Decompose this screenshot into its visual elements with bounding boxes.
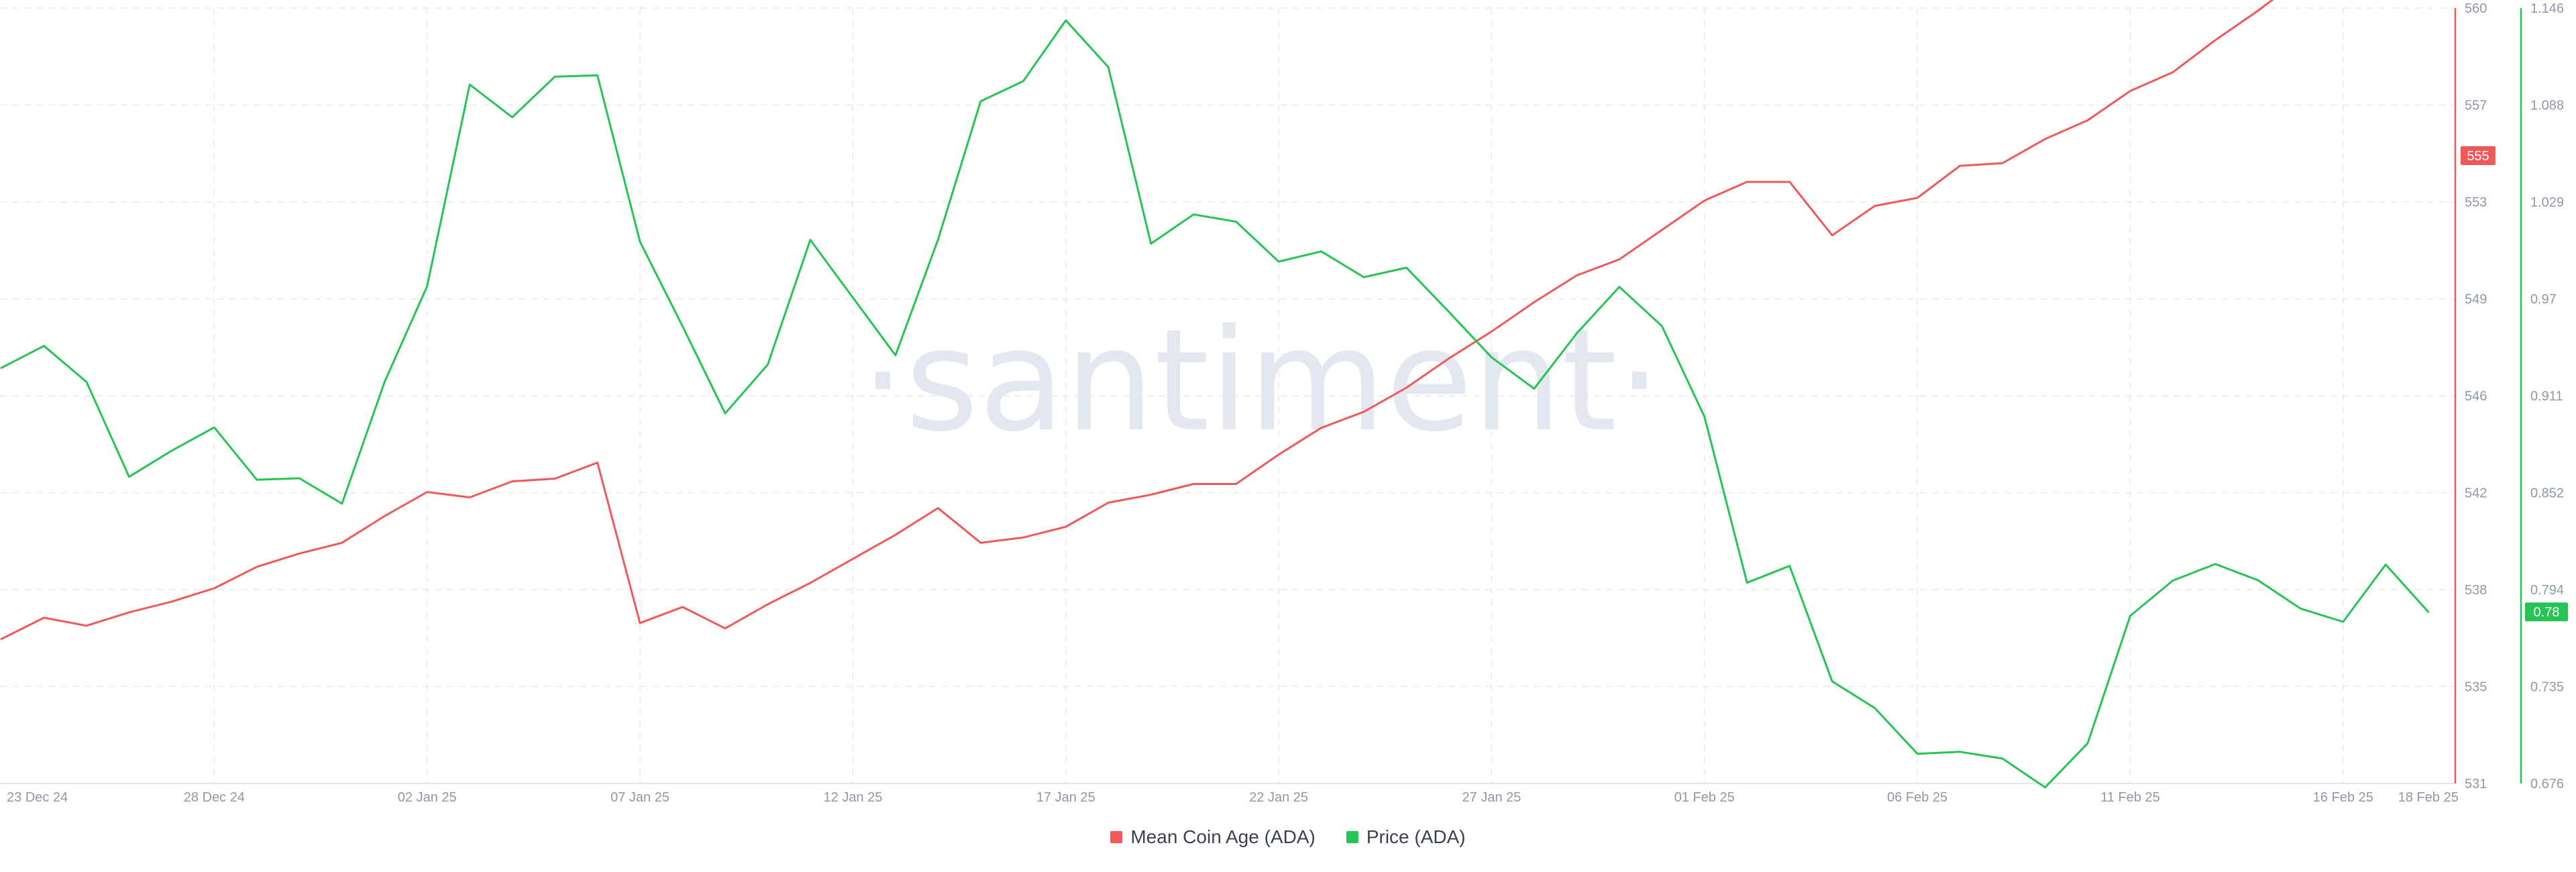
legend-item-price[interactable]: Price (ADA): [1346, 826, 1466, 848]
x-tick-label: 07 Jan 25: [610, 790, 669, 805]
legend-label-mean-coin-age: Mean Coin Age (ADA): [1130, 826, 1316, 847]
legend-item-mean-coin-age[interactable]: Mean Coin Age (ADA): [1110, 826, 1316, 848]
y-left-tick-label: 531: [2465, 777, 2487, 792]
y-right-tick-label: 1.088: [2530, 99, 2564, 113]
legend: Mean Coin Age (ADA) Price (ADA): [0, 822, 2576, 852]
legend-swatch-mean-coin-age: [1110, 831, 1123, 843]
x-tick-label: 16 Feb 25: [2313, 790, 2373, 805]
last-value-mean-coin-age-badge-label: 555: [2467, 149, 2489, 164]
y-right-tick-label: 0.735: [2530, 680, 2564, 695]
x-tick-label: 02 Jan 25: [398, 790, 457, 805]
y-left-tick-label: 538: [2465, 583, 2487, 598]
legend-label-price: Price (ADA): [1366, 826, 1466, 847]
y-right-tick-label: 0.97: [2530, 292, 2557, 307]
y-right-tick-label: 1.029: [2530, 195, 2564, 210]
y-left-tick-label: 546: [2465, 389, 2487, 404]
y-left-tick-label: 535: [2465, 680, 2487, 695]
series-line-mean-coin-age: [0, 0, 2274, 641]
series-line-price: [0, 19, 2430, 789]
y-right-tick-label: 0.852: [2530, 486, 2564, 501]
y-right-tick-label: 1.146: [2530, 1, 2564, 16]
y-axis-mean-coin-age: 531 535 538 542 546 549 553 557 560: [2454, 1, 2487, 792]
x-tick-label: 11 Feb 25: [2100, 790, 2160, 805]
y-right-tick-label: 0.911: [2530, 389, 2563, 404]
legend-swatch-price: [1346, 831, 1358, 843]
y-right-tick-label: 0.794: [2530, 583, 2564, 598]
x-axis: 23 Dec 24 28 Dec 24 02 Jan 25 07 Jan 25 12 J…: [0, 783, 2459, 805]
y-left-tick-label: 557: [2465, 99, 2487, 113]
y-left-tick-label: 560: [2465, 1, 2487, 16]
y-right-tick-label: 0.676: [2530, 777, 2564, 792]
y-left-tick-label: 553: [2465, 195, 2487, 210]
x-tick-label: 28 Dec 24: [184, 790, 245, 805]
last-value-price-badge: [2525, 602, 2568, 622]
x-tick-label: 06 Feb 25: [1887, 790, 1947, 805]
x-tick-label: 23 Dec 24: [7, 790, 68, 805]
grid: [0, 7, 2455, 783]
x-tick-label: 17 Jan 25: [1036, 790, 1095, 805]
x-tick-label: 27 Jan 25: [1462, 790, 1521, 805]
x-tick-label: 12 Jan 25: [823, 790, 882, 805]
x-tick-label: 01 Feb 25: [1674, 790, 1735, 805]
y-left-tick-label: 542: [2465, 486, 2487, 501]
santiment-watermark: ·santiment·: [861, 298, 1662, 463]
last-value-price-badge-label: 0.78: [2534, 605, 2560, 620]
x-tick-label: 18 Feb 25: [2398, 790, 2459, 805]
y-left-tick-label: 549: [2465, 292, 2487, 307]
y-axis-price: 0.676 0.735 0.794 0.852 0.911 0.97 1.029 1.088 1…: [2520, 1, 2564, 792]
last-value-mean-coin-age-badge: [2461, 146, 2496, 165]
series-lines: [0, 0, 2430, 789]
last-value-badges: 555 0.78: [2461, 146, 2568, 622]
x-tick-label: 22 Jan 25: [1249, 790, 1308, 805]
